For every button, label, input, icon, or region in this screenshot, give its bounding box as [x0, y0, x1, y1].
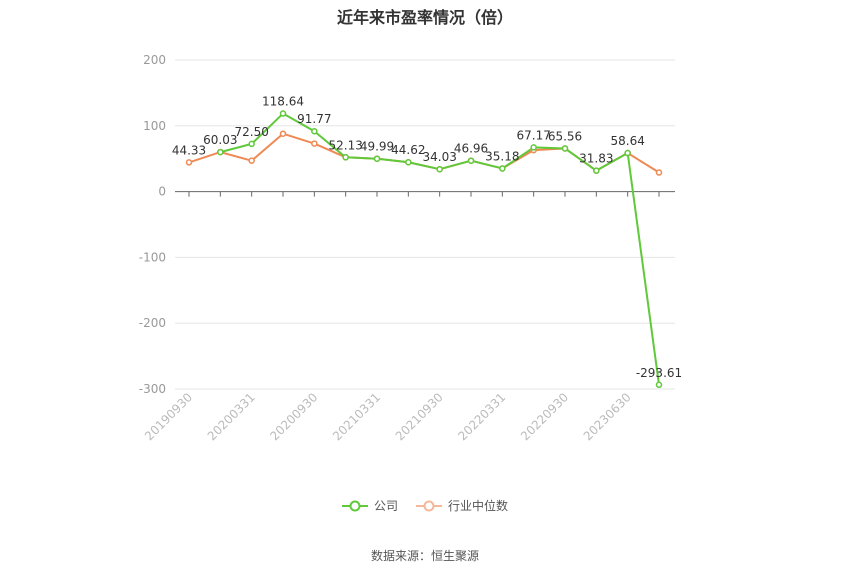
x-tick-label: 20190930 [142, 390, 195, 443]
y-tick-label: -200 [139, 316, 166, 330]
legend: 公司 行业中位数 [0, 497, 850, 514]
data-label: 35.18 [485, 149, 519, 163]
legend-industry-marker [416, 500, 442, 511]
series-point-0 [405, 158, 412, 166]
series-point-0 [530, 144, 537, 151]
x-axis: 20190930 20200331 20200930 20210331 20210930… [142, 191, 660, 443]
data-label: 65.56 [548, 129, 582, 143]
legend-item-company[interactable]: 公司 [341, 497, 398, 514]
series-point-0 [373, 155, 381, 162]
x-tick-label: 20210331 [330, 390, 383, 443]
series-point-0 [311, 127, 318, 135]
series-points [185, 110, 663, 389]
series-point-1 [185, 159, 193, 166]
series-point-0 [279, 110, 287, 117]
data-label: 91.77 [297, 112, 331, 126]
data-label: 46.96 [454, 142, 488, 156]
pe-ratio-line-chart: 200 100 0 -100 -200 -300 20190930 20200331 2020… [139, 53, 682, 443]
data-label: 31.83 [579, 152, 613, 166]
y-axis-ticks: 200 100 0 -100 -200 -300 [139, 53, 166, 396]
y-tick-label: 100 [143, 119, 166, 133]
y-tick-label: 200 [143, 53, 166, 67]
data-label: -293.61 [636, 366, 682, 380]
x-tick-label: 20210930 [393, 390, 446, 443]
series-point-0 [561, 145, 569, 152]
legend-label-company: 公司 [373, 499, 398, 513]
series-point-1 [311, 140, 318, 147]
data-label: 67.17 [516, 128, 550, 142]
x-tick-label: 20200331 [205, 390, 258, 443]
data-label: 60.03 [203, 133, 237, 147]
x-tick-label: 20220331 [455, 390, 508, 443]
series-point-1 [655, 169, 663, 176]
data-label: 58.64 [610, 134, 644, 148]
y-tick-label: 0 [158, 185, 166, 199]
x-tick-label: 20230630 [581, 390, 634, 443]
data-label: 44.62 [391, 143, 425, 157]
series-point-0 [342, 154, 349, 161]
legend-label-industry-median: 行业中位数 [448, 499, 509, 513]
series-point-1 [248, 157, 255, 164]
chart-title: 近年来市盈率情况（倍） [336, 8, 513, 27]
data-label: 72.50 [234, 125, 268, 139]
series-point-0 [593, 167, 600, 174]
data-label: 52.13 [328, 138, 362, 152]
x-tick-label: 20220930 [518, 390, 571, 443]
series-point-0 [436, 165, 443, 173]
series-point-0 [217, 148, 224, 156]
data-label: 49.99 [360, 140, 394, 154]
y-tick-label: -300 [139, 382, 166, 396]
grid-lines [175, 59, 675, 390]
series-point-0 [624, 149, 631, 157]
y-tick-label: -100 [139, 250, 166, 264]
series-point-0 [499, 165, 506, 172]
data-label: 118.64 [262, 95, 304, 109]
series-point-1 [279, 130, 287, 137]
data-source: 数据来源：恒生聚源 [370, 549, 479, 563]
legend-company-marker [341, 500, 368, 511]
data-label: 34.03 [422, 150, 456, 164]
data-label: 44.33 [172, 143, 206, 157]
series-point-0 [467, 157, 475, 164]
legend-item-industry-median[interactable]: 行业中位数 [416, 497, 508, 514]
series-point-0 [655, 381, 663, 389]
series-point-0 [248, 140, 255, 148]
x-tick-label: 20200930 [267, 390, 320, 443]
